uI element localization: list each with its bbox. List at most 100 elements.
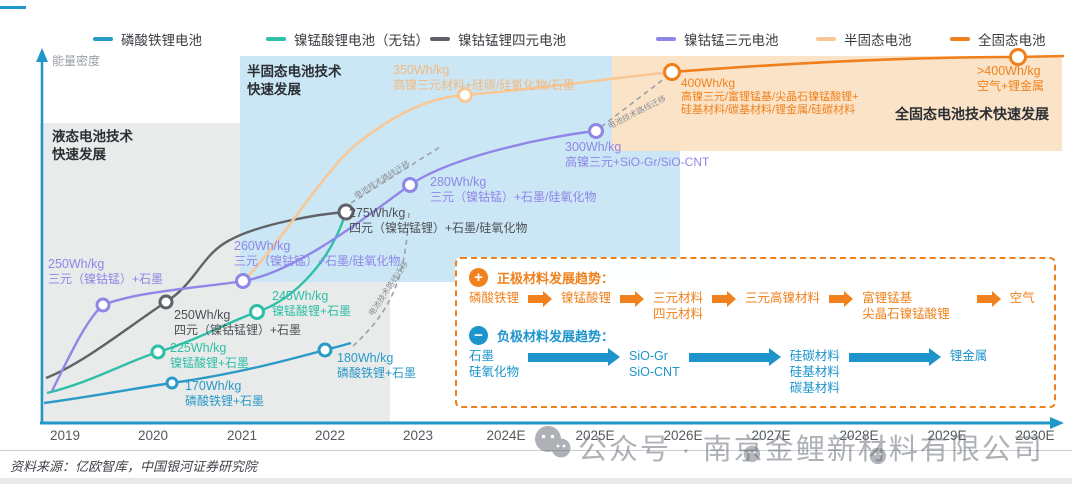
flow-arrow-icon [528,348,621,367]
semi-solid-phase-label: 半固态电池技术 快速发展 [247,64,342,98]
divider [0,450,1072,451]
material-trend-box: + 正极材料发展趋势： 磷酸铁锂 镍锰酸锂 三元材料 四元材料 三元高镍材料 富锂… [455,257,1056,408]
flow-arrow-icon [976,291,1001,307]
annotation-350-semi-solid: 350Wh/kg 高镍三元材料+硅碳/硅氧化物/石墨 [393,63,575,92]
anode-step: 硅碳材料 硅基材料 碳基材料 [789,349,840,395]
data-point [402,177,418,193]
source-note: 资料来源：亿欧智库，中国银河证券研究院 [10,459,258,474]
y-axis-label: 能量密度 [52,54,101,68]
legend-label: 镍锰酸锂电池（无钴） [294,33,429,48]
flow-arrow-icon [620,291,645,307]
migration-dashed-line [352,209,410,347]
wechat-icon [742,444,764,471]
annotation-245-lnmo: 245Wh/kg 镍锰酸锂+石墨 [272,289,352,318]
cathode-step: 三元高镍材料 [745,291,821,305]
ternary-line [50,129,597,392]
liquid-phase-label: 液态电池技术 快速发展 [52,129,133,163]
data-point [337,203,355,221]
lnmo-line [46,217,346,395]
legend-label: 半固态电池 [844,33,912,48]
legend-swatch [816,37,836,41]
x-tick: 2022 [314,428,346,443]
data-point [457,87,473,103]
semi-solid-line [242,70,673,282]
watermark-text: 公众号 · 南京金鲤新材料有限公司 [578,434,1044,466]
annotation-260-ternary: 260Wh/kg 三元（镍钴锰）+石墨/硅氧化物 [234,239,401,268]
wechat-icon [868,446,890,473]
x-axis-arrow-icon [1050,417,1064,429]
annotation-280-ternary: 280Wh/kg 三元（镍钴锰）+石墨/硅氧化物 [430,175,597,204]
legend-label: 镍钴锰三元电池 [684,33,779,48]
data-point [165,376,179,390]
x-tick: 2020 [137,428,169,443]
flow-arrow-icon [829,291,854,307]
flow-arrow-icon [848,348,941,367]
bottom-divider [0,478,1072,484]
annotation-300-ternary: 300Wh/kg 高镍三元+SiO-Gr/SiO-CNT [565,140,710,169]
anode-step: 锂金属 [949,349,988,364]
anode-step: SiO-Gr SiO-CNT [629,349,680,379]
flow-arrow-icon [688,348,781,367]
data-point [1009,48,1027,66]
data-point [317,342,333,358]
flow-arrow-icon [528,291,553,307]
data-point [588,123,604,139]
anode-step: 石墨 硅氧化物 [469,349,520,379]
flow-arrow-icon [712,291,737,307]
data-point [158,294,174,310]
cathode-step: 富锂锰基 尖晶石镍锰酸锂 [862,291,950,321]
legend-swatch [93,37,113,41]
wechat-icon [532,423,572,471]
legend-swatch [430,37,450,41]
lfp-line [43,341,352,405]
x-tick: 2024E [486,428,526,443]
x-tick: 2021 [226,428,258,443]
x-tick: 2027E [751,428,791,443]
cathode-step: 镍锰酸锂 [561,291,612,305]
data-point [95,297,111,313]
anode-trend-title: 负极材料发展趋势： [497,328,615,344]
watermark: 公众号 · 南京金鲤新材料有限公司 [532,423,1044,471]
annotation-275-quaternary: 275Wh/kg 四元（镍钴锰锂）+石墨/硅氧化物 [349,206,528,235]
annotation-170-lfp: 170Wh/kg 磷酸铁锂+石墨 [185,379,265,408]
legend-label: 全固态电池 [978,33,1046,48]
legend-swatch [266,37,286,41]
data-point [150,344,166,360]
legend-label: 磷酸铁锂电池 [121,33,202,48]
solid-state-phase-label: 全固态电池技术快速发展 [895,106,1049,122]
legend-item-quaternary[interactable]: 镍钴锰锂四元电池 [430,30,566,48]
legend-label: 镍钴锰锂四元电池 [458,33,566,48]
y-axis-arrow-icon [36,48,48,62]
legend-item-lnmo[interactable]: 镍锰酸锂电池（无钴） [266,30,429,48]
x-tick: 2028E [839,428,879,443]
annotation-225-lnmo: 225Wh/kg 镍锰酸锂+石墨 [170,341,250,370]
legend-item-semi-solid[interactable]: 半固态电池 [816,30,912,48]
annotation-250-ternary: 250Wh/kg 三元（镍钴锰）+石墨 [48,257,164,286]
annotation-180-lfp: 180Wh/kg 磷酸铁锂+石墨 [337,351,417,380]
annotation-400-solid-state: 400Wh/kg 高镍三元/富锂锰基/尖晶石镍锰酸锂+ 硅基材料/碳基材料/锂金… [681,76,859,117]
legend-item-lfp[interactable]: 磷酸铁锂电池 [93,30,202,48]
cathode-step: 三元材料 四元材料 [653,291,704,321]
plus-icon: + [469,267,488,287]
cathode-step: 空气 [1009,291,1035,305]
x-tick: 2025E [575,428,615,443]
x-tick: 2029E [927,428,967,443]
x-tick: 2019 [49,428,81,443]
decorative-dash [0,6,26,9]
cathode-trend-title: 正极材料发展趋势： [497,270,615,286]
cathode-step: 磷酸铁锂 [469,291,520,305]
data-point [663,63,681,81]
legend-item-ternary[interactable]: 镍钴锰三元电池 [656,30,779,48]
data-point [249,304,265,320]
x-tick: 2026E [663,428,703,443]
legend-swatch [656,37,676,41]
x-tick: 2023 [402,428,434,443]
legend-item-solid-state[interactable]: 全固态电池 [950,30,1046,48]
cathode-trend-flow: 磷酸铁锂 镍锰酸锂 三元材料 四元材料 三元高镍材料 富锂锰基 尖晶石镍锰酸锂 空气 [469,291,1044,322]
annotation-250-quaternary: 250Wh/kg 四元（镍钴锰锂）+石墨 [174,308,302,337]
legend-swatch [950,37,970,41]
anode-trend-flow: 石墨 硅氧化物 SiO-Gr SiO-CNT 硅碳材料 硅基材料 碳基材料 锂金属 [469,348,1044,396]
minus-icon: − [469,325,488,345]
